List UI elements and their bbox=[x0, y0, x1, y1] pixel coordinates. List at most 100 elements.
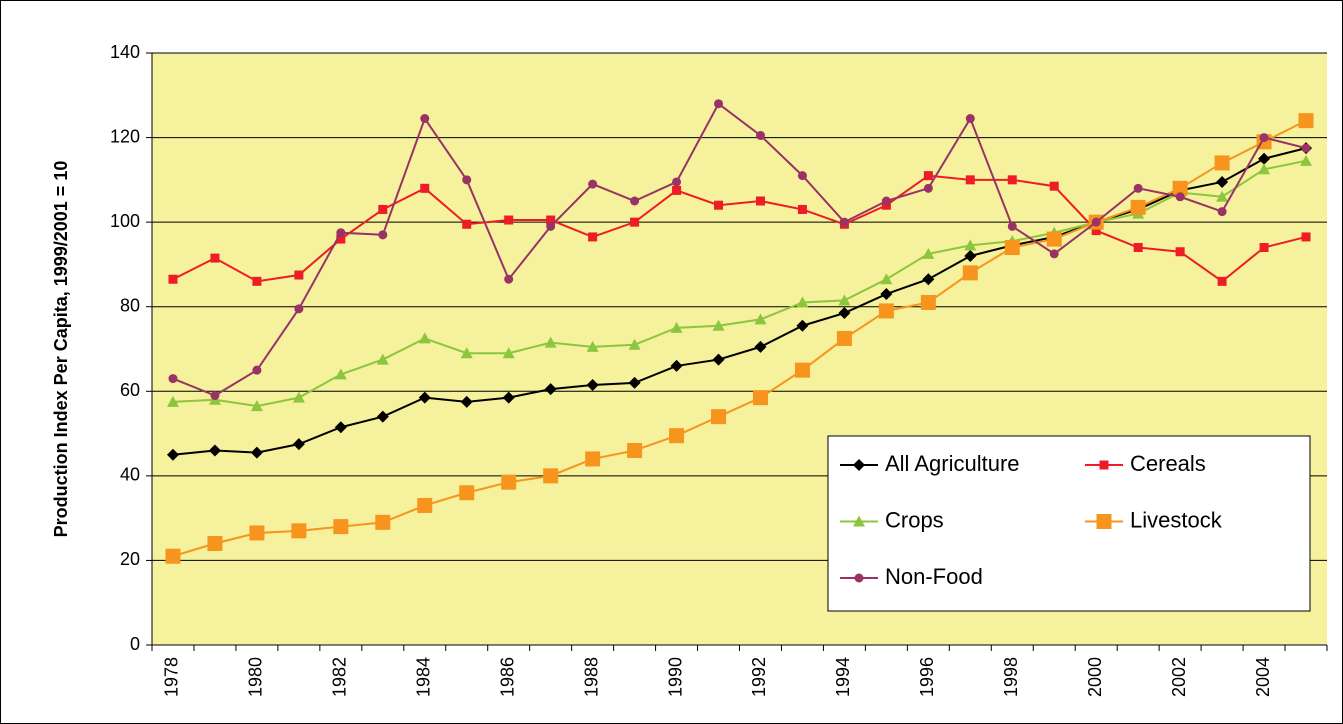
marker bbox=[1298, 113, 1314, 129]
marker bbox=[462, 175, 472, 185]
x-tick-label: 1990 bbox=[665, 657, 685, 697]
marker bbox=[965, 114, 975, 124]
marker bbox=[836, 330, 852, 346]
legend-label: Cereals bbox=[1130, 451, 1206, 476]
marker bbox=[376, 410, 389, 423]
marker bbox=[250, 446, 263, 459]
marker bbox=[880, 288, 893, 301]
x-tick-label: 1980 bbox=[246, 657, 266, 697]
marker bbox=[630, 217, 640, 227]
marker bbox=[336, 228, 346, 238]
marker bbox=[292, 438, 305, 451]
x-tick-label: 1998 bbox=[1001, 657, 1021, 697]
marker bbox=[420, 183, 430, 193]
marker bbox=[544, 336, 557, 348]
x-tick-label: 1988 bbox=[581, 657, 601, 697]
marker bbox=[1133, 243, 1143, 253]
marker bbox=[588, 232, 598, 242]
marker bbox=[418, 332, 431, 344]
x-tick-label: 1992 bbox=[749, 657, 769, 697]
marker bbox=[714, 200, 724, 210]
marker bbox=[630, 196, 640, 206]
marker bbox=[585, 451, 601, 467]
marker bbox=[586, 340, 599, 352]
marker bbox=[462, 219, 472, 229]
marker bbox=[920, 294, 936, 310]
marker bbox=[964, 249, 977, 262]
marker bbox=[249, 525, 265, 541]
marker bbox=[1007, 221, 1017, 231]
marker bbox=[922, 247, 935, 259]
legend-label: Non-Food bbox=[885, 564, 983, 589]
legend-marker bbox=[854, 573, 864, 583]
marker bbox=[1216, 175, 1229, 188]
marker bbox=[501, 474, 517, 490]
x-tick-label: 1978 bbox=[162, 657, 182, 697]
marker bbox=[502, 347, 515, 359]
marker bbox=[166, 395, 179, 407]
marker bbox=[628, 376, 641, 389]
legend-label: All Agriculture bbox=[885, 451, 1020, 476]
marker bbox=[878, 303, 894, 319]
marker bbox=[333, 519, 349, 535]
marker bbox=[207, 536, 223, 552]
marker bbox=[965, 175, 975, 185]
marker bbox=[544, 383, 557, 396]
marker bbox=[797, 204, 807, 214]
legend-label: Crops bbox=[885, 507, 944, 532]
marker bbox=[1217, 276, 1227, 286]
marker bbox=[168, 274, 178, 284]
marker bbox=[168, 374, 178, 384]
marker bbox=[1007, 175, 1017, 185]
legend-marker bbox=[1096, 514, 1112, 529]
marker bbox=[754, 340, 767, 353]
marker bbox=[1258, 163, 1271, 175]
legend-marker bbox=[853, 459, 865, 471]
marker bbox=[588, 179, 598, 189]
marker bbox=[962, 265, 978, 281]
marker bbox=[250, 400, 263, 412]
marker bbox=[1049, 249, 1059, 259]
marker bbox=[586, 378, 599, 391]
marker bbox=[334, 368, 347, 380]
marker bbox=[504, 274, 514, 284]
marker bbox=[252, 276, 262, 286]
marker bbox=[628, 338, 641, 350]
marker bbox=[712, 353, 725, 366]
marker bbox=[838, 307, 851, 320]
marker bbox=[336, 234, 346, 244]
marker bbox=[669, 428, 685, 444]
marker bbox=[1216, 190, 1229, 202]
marker bbox=[754, 313, 767, 325]
legend-box bbox=[827, 435, 1311, 612]
x-tick-label: 2002 bbox=[1169, 657, 1189, 697]
marker bbox=[334, 421, 347, 434]
marker bbox=[378, 230, 388, 240]
y-tick-label: 0 bbox=[130, 634, 140, 654]
x-tick-label: 2004 bbox=[1253, 657, 1273, 697]
marker bbox=[210, 391, 220, 401]
marker bbox=[1004, 240, 1020, 256]
marker bbox=[1214, 155, 1230, 171]
y-tick-label: 100 bbox=[110, 211, 140, 231]
marker bbox=[796, 319, 809, 332]
marker bbox=[838, 294, 851, 306]
marker bbox=[1217, 207, 1227, 217]
marker bbox=[294, 304, 304, 314]
marker bbox=[1175, 192, 1185, 202]
marker bbox=[546, 215, 556, 225]
marker bbox=[627, 442, 643, 458]
marker bbox=[1133, 183, 1143, 193]
marker bbox=[880, 273, 893, 285]
marker bbox=[165, 548, 181, 564]
marker bbox=[210, 253, 220, 263]
marker bbox=[1175, 247, 1185, 257]
marker bbox=[375, 514, 391, 530]
marker bbox=[922, 273, 935, 286]
marker bbox=[546, 221, 556, 231]
marker bbox=[378, 204, 388, 214]
marker bbox=[672, 177, 682, 187]
x-tick-label: 1982 bbox=[330, 657, 350, 697]
x-tick-label: 1996 bbox=[917, 657, 937, 697]
